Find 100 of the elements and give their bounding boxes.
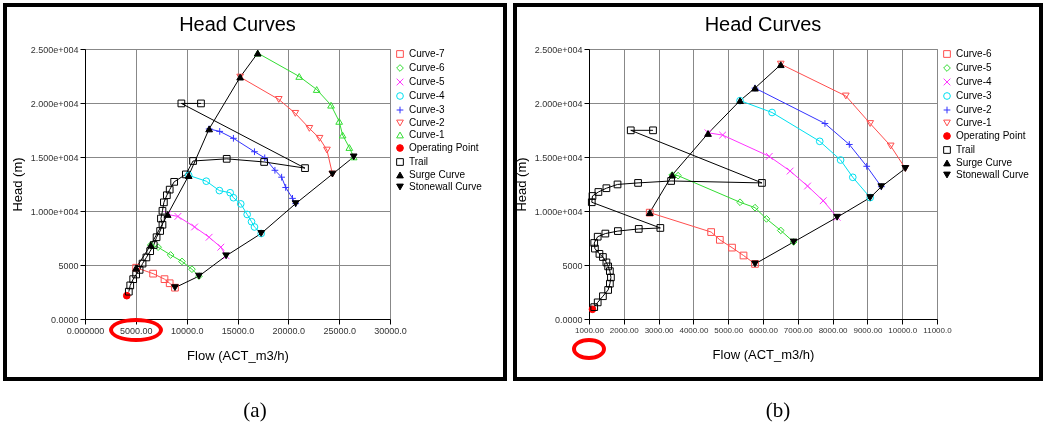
point — [614, 227, 622, 235]
point — [177, 99, 186, 108]
point — [765, 152, 774, 161]
point — [178, 257, 186, 266]
x-tick-label: 11000.0 — [923, 325, 953, 335]
text: (b) — [764, 398, 792, 423]
point — [274, 96, 283, 103]
legend-label: Curve-6 — [409, 62, 445, 73]
point — [158, 220, 167, 229]
point — [166, 251, 175, 259]
y-tick-label: 1.000e+004 — [534, 206, 583, 217]
legend-label: Curve-4 — [409, 90, 445, 101]
point — [736, 198, 744, 207]
x-tick-label: 5000.00 — [714, 325, 744, 335]
point — [202, 177, 211, 186]
point — [250, 147, 259, 156]
x-tick-label: 5000.00 — [120, 325, 153, 336]
point — [595, 250, 604, 258]
point — [607, 273, 615, 282]
legend-label: Trail — [409, 156, 429, 167]
point — [866, 120, 875, 127]
point — [803, 182, 812, 190]
point — [604, 262, 612, 271]
point — [751, 203, 759, 212]
point — [335, 117, 344, 125]
point — [886, 142, 895, 150]
x-tick-label: 10000.0 — [170, 325, 204, 336]
point — [602, 258, 611, 267]
point — [323, 146, 331, 154]
legend-label: Surge Curve — [409, 169, 466, 180]
point — [190, 223, 199, 231]
legend-label: Curve-4 — [956, 76, 992, 87]
point — [587, 198, 596, 207]
point — [146, 247, 155, 256]
legend-label: Curve-2 — [956, 104, 992, 115]
point — [188, 265, 196, 274]
point — [281, 183, 290, 192]
point — [593, 232, 602, 241]
point — [815, 137, 824, 146]
point — [215, 127, 224, 136]
point — [606, 267, 614, 276]
x-tick-label: 0.000000 — [66, 325, 105, 336]
point — [301, 164, 309, 172]
point — [728, 243, 736, 252]
point — [165, 185, 174, 194]
point — [594, 188, 603, 196]
point — [291, 109, 300, 117]
point — [152, 233, 161, 242]
x-tick-label: 30000.0 — [374, 325, 407, 336]
legend-label: Trail — [956, 144, 976, 155]
x-tick-label: 4000.00 — [679, 325, 709, 335]
legend-label: Curve-7 — [409, 48, 445, 59]
point — [260, 158, 268, 166]
point — [338, 131, 347, 139]
point — [174, 212, 182, 221]
point — [786, 167, 794, 175]
x-tick-label: 6000.00 — [749, 325, 779, 335]
legend-label: Operating Point — [409, 142, 479, 153]
legend-label: Stonewall Curve — [409, 181, 483, 192]
point — [602, 184, 611, 193]
point — [707, 228, 715, 236]
point — [634, 225, 643, 233]
point — [156, 227, 164, 235]
point — [739, 251, 748, 260]
legend-label: Curve-6 — [956, 48, 992, 59]
point — [229, 193, 238, 202]
point — [836, 156, 845, 164]
point — [599, 292, 607, 301]
point — [295, 73, 304, 80]
point — [819, 196, 828, 205]
point — [197, 99, 205, 108]
point — [236, 200, 245, 208]
point — [604, 286, 612, 294]
point — [758, 179, 766, 187]
point — [613, 180, 622, 189]
legend-label: Curve-5 — [409, 76, 445, 87]
y-tick-label: 2.500e+004 — [30, 44, 79, 55]
point — [170, 177, 179, 186]
point — [718, 131, 727, 139]
point — [126, 281, 135, 290]
point — [715, 235, 724, 244]
legend-label: Curve-3 — [409, 104, 445, 115]
point — [247, 217, 256, 226]
point — [160, 275, 169, 283]
point — [674, 171, 682, 180]
point — [315, 134, 324, 142]
point — [862, 162, 871, 171]
point — [305, 124, 314, 132]
point — [821, 119, 829, 128]
point — [606, 279, 614, 288]
point — [649, 126, 657, 135]
point — [656, 224, 665, 232]
y-tick-label: 1.500e+004 — [534, 152, 583, 163]
point — [271, 166, 279, 175]
point — [588, 192, 597, 200]
text: (a) — [242, 398, 268, 423]
legend-label: Stonewall Curve — [956, 169, 1030, 180]
point — [599, 253, 607, 261]
legend-label: Curve-3 — [956, 90, 992, 101]
point — [222, 154, 231, 163]
